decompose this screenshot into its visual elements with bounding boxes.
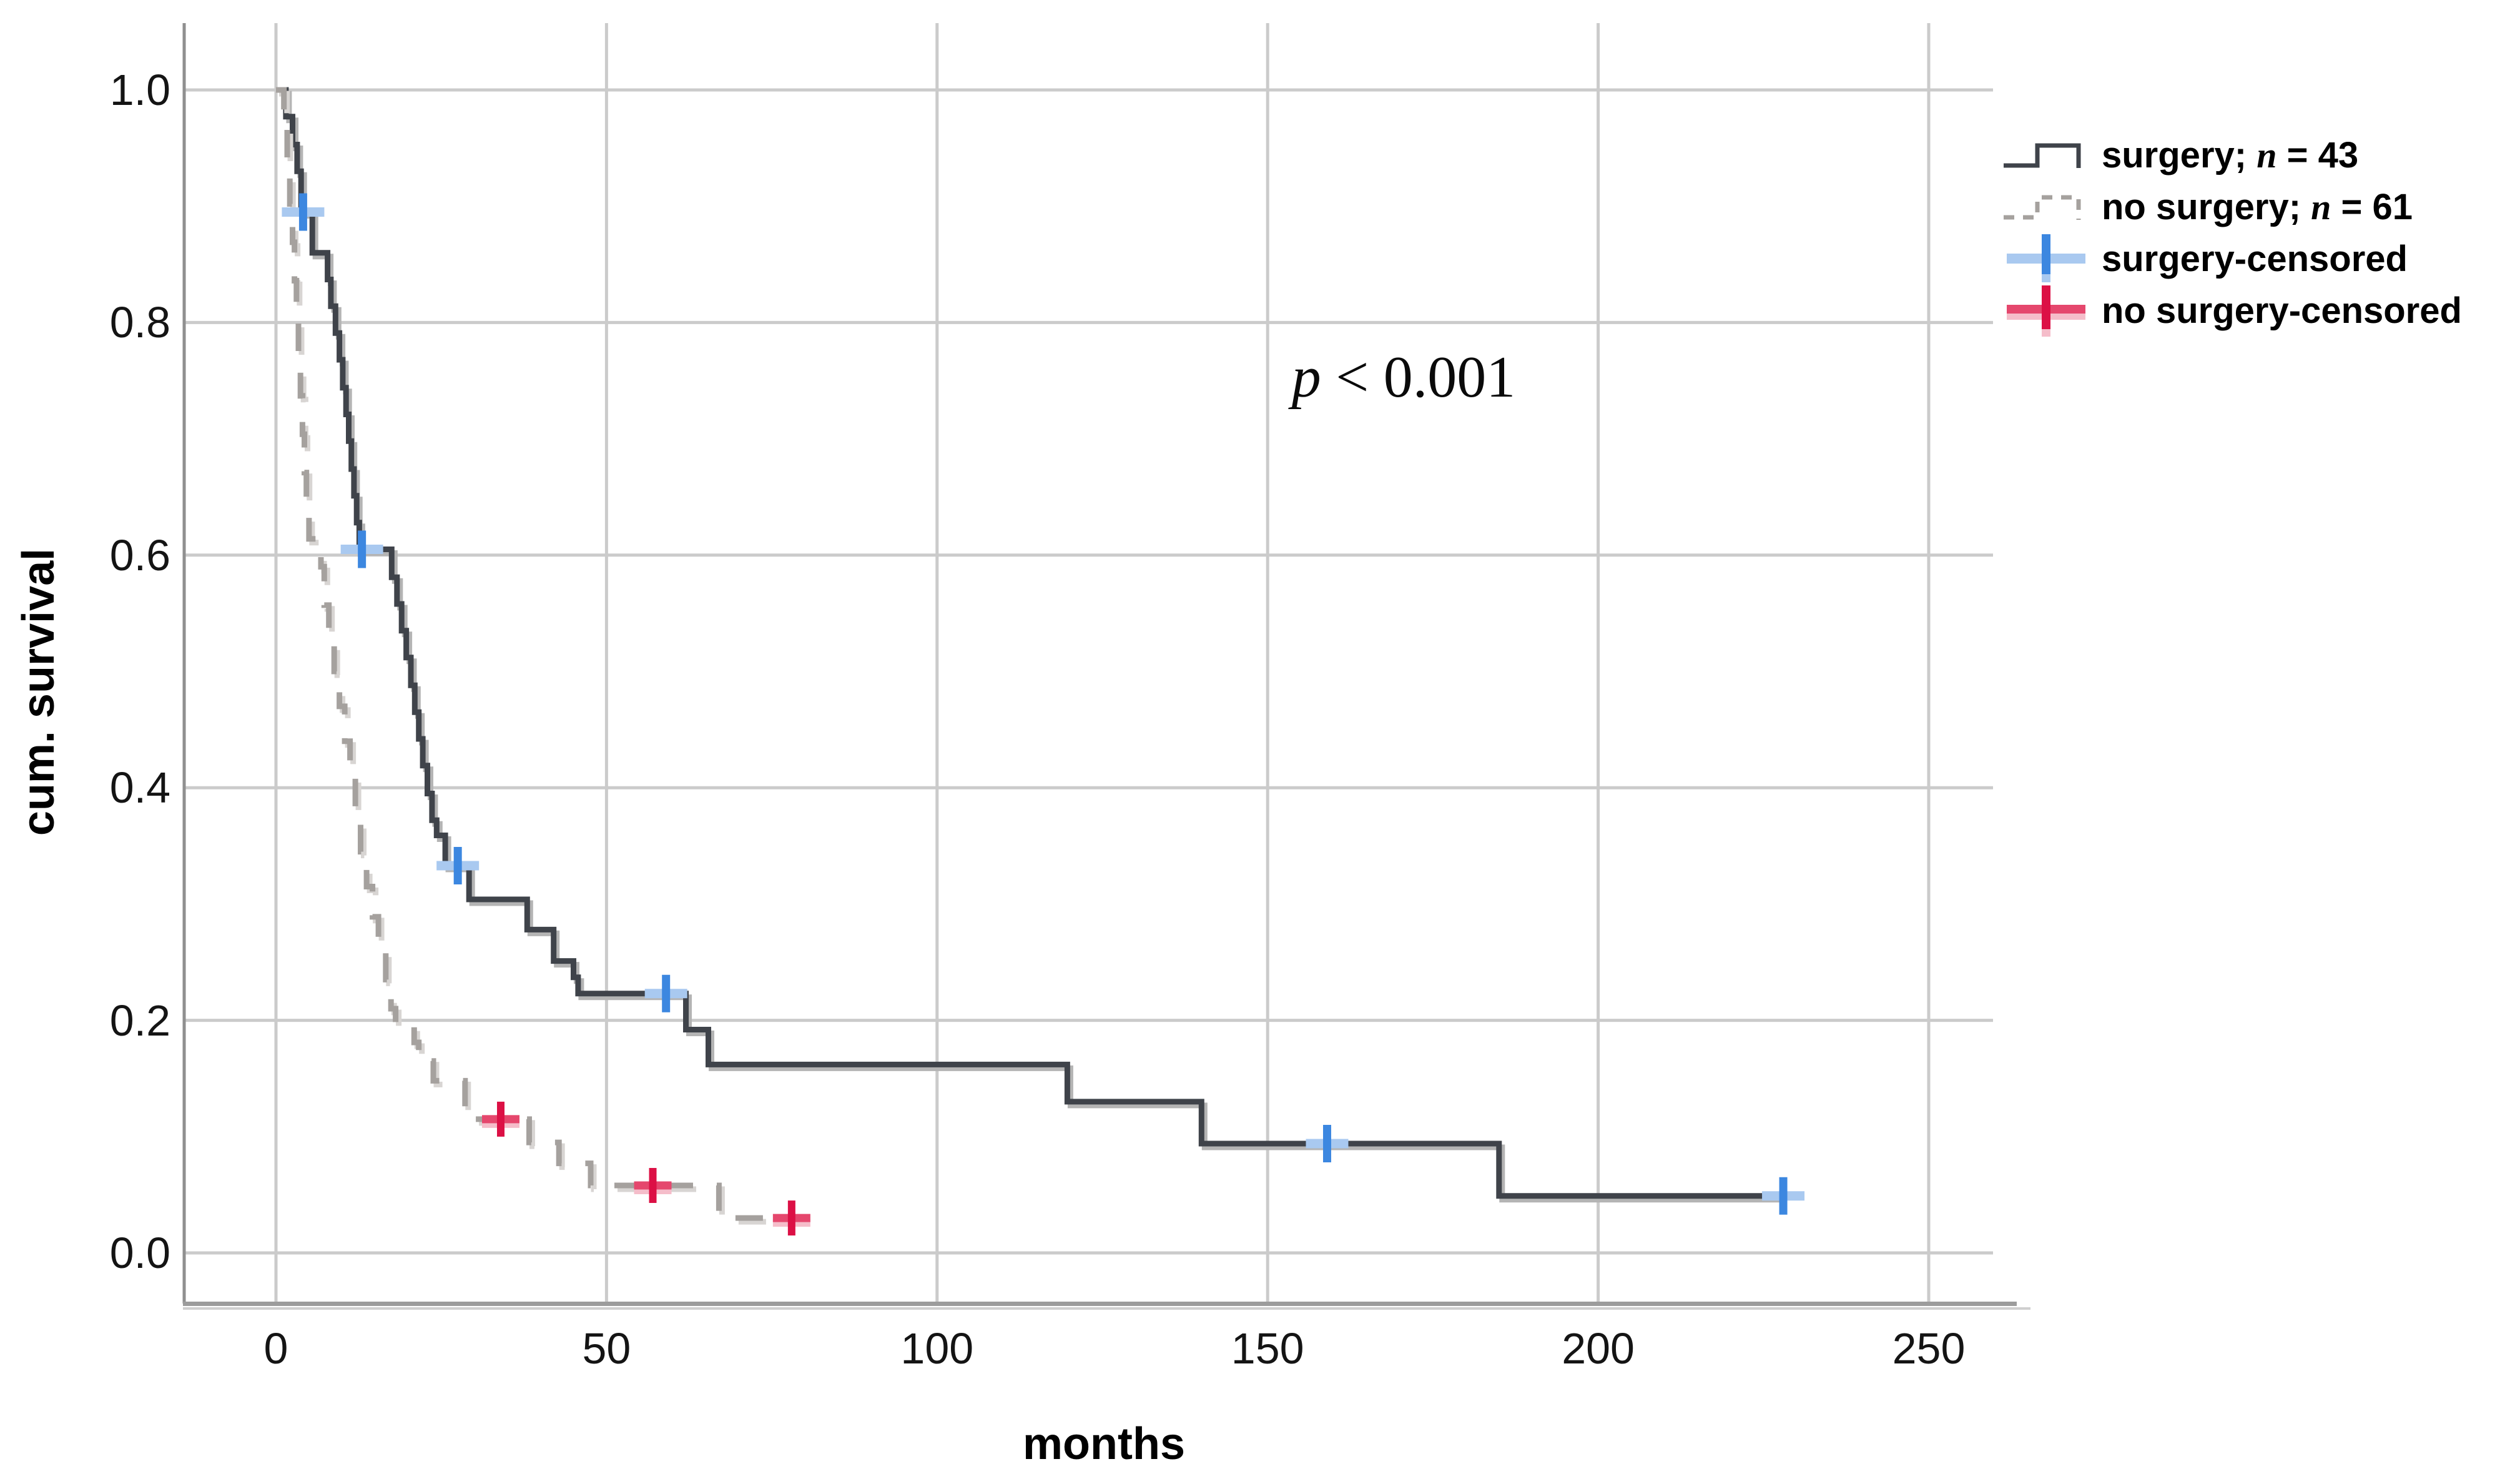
plot-frame-bottom-shadow [183,1307,2030,1310]
surgery-curve [276,87,1784,1199]
legend-item-no-surgery-censored: no surgery-censored [2002,285,2462,337]
x-tick-label: 0 [263,1324,288,1373]
x-tick-label: 200 [1562,1324,1635,1373]
y-tick-label: 1.0 [109,66,170,114]
no-surgery-curve [276,87,799,1221]
x-tick-label: 100 [900,1324,974,1373]
p-value-symbol: p [1291,345,1321,410]
legend-label: surgery; n = 43 [2102,134,2359,176]
legend-label: surgery-censored [2102,238,2408,279]
series-halo [279,91,802,1225]
legend-item-no-surgery: no surgery; n = 61 [2002,181,2462,233]
x-tick-label: 50 [582,1324,631,1373]
legend-label: no surgery-censored [2102,290,2462,331]
legend-item-surgery-censored: surgery-censored [2002,233,2462,285]
surgery-censored-plus-icon [2002,233,2093,285]
y-tick-label: 0.4 [109,763,170,813]
no-surgery-censored-plus-icon [2002,285,2093,337]
y-tick-label: 0.6 [109,530,170,580]
surgery-line-icon [2002,136,2093,176]
plot-frame-bottom [183,1302,2017,1306]
x-tick-label: 150 [1231,1324,1304,1373]
y-tick-label: 0.8 [109,298,170,347]
p-value-text: < 0.001 [1321,345,1516,410]
legend-label: no surgery; n = 61 [2102,186,2413,227]
y-tick-label: 0.0 [109,1229,170,1277]
legend-item-surgery: surgery; n = 43 [2002,129,2462,181]
x-axis-title: months [1023,1419,1185,1469]
p-value-annotation: p < 0.001 [1292,344,1516,411]
series-halo [279,91,1787,1203]
x-tick-label: 250 [1892,1324,1966,1373]
no-surgery-line-icon [2002,187,2093,227]
y-tick-label: 0.2 [109,996,170,1045]
legend: surgery; n = 43 no surgery; n = 61 surge… [2002,129,2462,337]
